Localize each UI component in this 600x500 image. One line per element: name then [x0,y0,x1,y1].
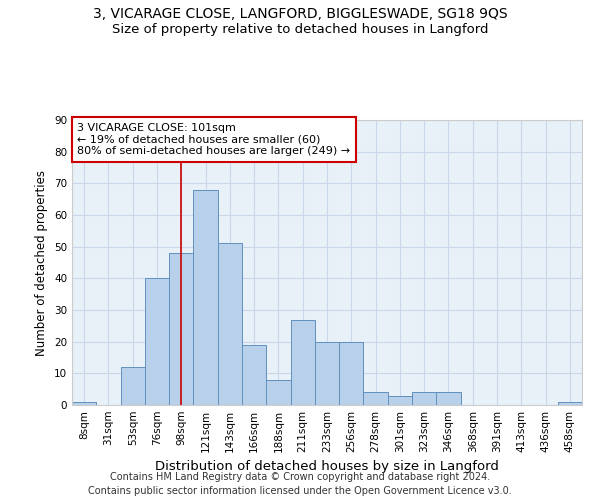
Bar [388,396,412,405]
Bar [436,392,461,405]
Bar [315,342,339,405]
Y-axis label: Number of detached properties: Number of detached properties [35,170,49,356]
Bar [290,320,315,405]
Bar [145,278,169,405]
X-axis label: Distribution of detached houses by size in Langford: Distribution of detached houses by size … [155,460,499,473]
Text: 3, VICARAGE CLOSE, LANGFORD, BIGGLESWADE, SG18 9QS: 3, VICARAGE CLOSE, LANGFORD, BIGGLESWADE… [92,8,508,22]
Text: Size of property relative to detached houses in Langford: Size of property relative to detached ho… [112,22,488,36]
Bar [193,190,218,405]
Bar [72,402,96,405]
Bar [169,253,193,405]
Bar [218,244,242,405]
Text: Contains HM Land Registry data © Crown copyright and database right 2024.: Contains HM Land Registry data © Crown c… [110,472,490,482]
Bar [412,392,436,405]
Text: Contains public sector information licensed under the Open Government Licence v3: Contains public sector information licen… [88,486,512,496]
Bar [266,380,290,405]
Bar [364,392,388,405]
Bar [121,367,145,405]
Bar [558,402,582,405]
Bar [242,345,266,405]
Text: 3 VICARAGE CLOSE: 101sqm
← 19% of detached houses are smaller (60)
80% of semi-d: 3 VICARAGE CLOSE: 101sqm ← 19% of detach… [77,123,350,156]
Bar [339,342,364,405]
